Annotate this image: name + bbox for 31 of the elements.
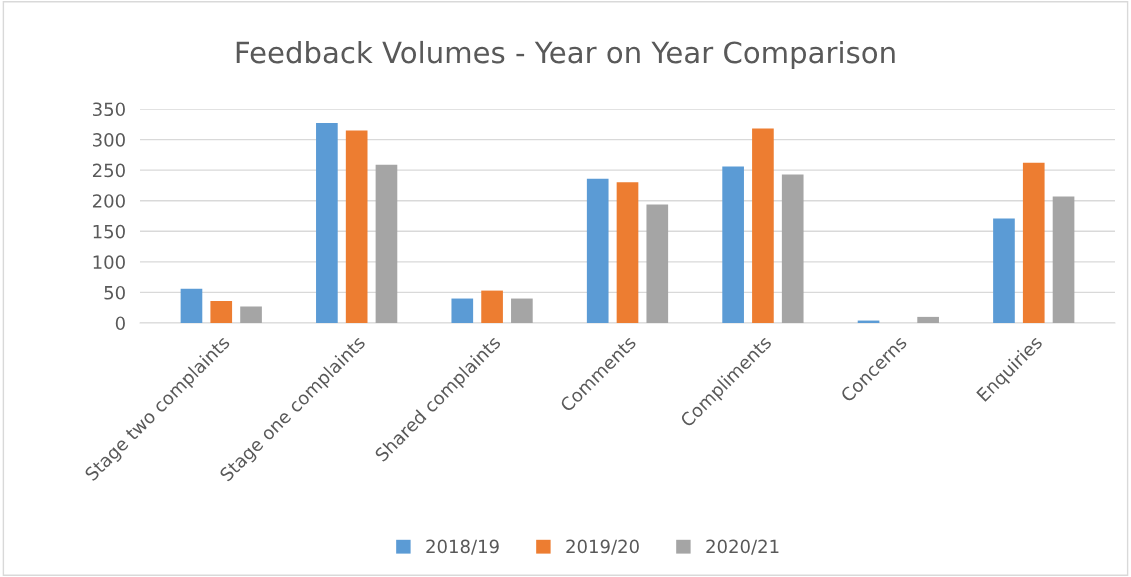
- legend-label: 2020/21: [706, 539, 779, 555]
- bar: [240, 306, 262, 323]
- bar: [993, 218, 1015, 323]
- y-tick-label: 100: [93, 255, 125, 269]
- bar: [616, 182, 639, 323]
- bar: [345, 130, 368, 323]
- bar: [781, 174, 804, 323]
- bar: [722, 166, 744, 323]
- chart-title: Feedback Volumes - Year on Year Comparison: [236, 40, 895, 70]
- y-tick-label: 250: [92, 163, 125, 178]
- y-tick-label: 200: [92, 194, 125, 208]
- bar: [752, 128, 774, 323]
- y-tick-label: 350: [93, 102, 125, 117]
- bar: [481, 290, 503, 323]
- bar: [451, 298, 474, 323]
- legend-label: 2019/20: [566, 539, 639, 555]
- bar: [646, 204, 669, 323]
- legend-label: 2018/19: [426, 539, 499, 555]
- bar: [375, 164, 398, 323]
- bar: [316, 123, 338, 323]
- y-tick-label: 50: [104, 285, 125, 300]
- bar: [1022, 162, 1045, 323]
- bar: [917, 316, 939, 323]
- y-tick-label: 300: [93, 133, 125, 147]
- bar: [511, 298, 533, 323]
- bar: [586, 178, 609, 323]
- bar: [210, 300, 233, 323]
- y-tick-label: 150: [93, 224, 125, 239]
- y-tick-label: 0: [115, 316, 125, 331]
- bar: [1052, 196, 1075, 323]
- bar: [180, 288, 203, 323]
